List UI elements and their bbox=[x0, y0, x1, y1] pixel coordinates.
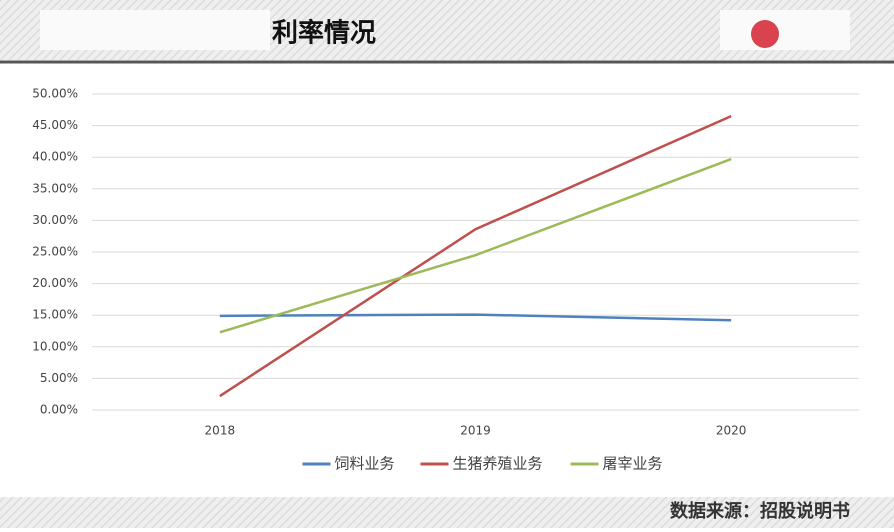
legend-label: 生猪养殖业务 bbox=[453, 455, 543, 473]
x-tick-label: 2018 bbox=[205, 424, 236, 438]
y-tick-label: 25.00% bbox=[32, 245, 78, 259]
y-tick-label: 40.00% bbox=[32, 150, 78, 164]
x-tick-label: 2019 bbox=[460, 424, 491, 438]
source-note: 数据来源：招股说明书 bbox=[670, 500, 850, 522]
header-panel bbox=[720, 10, 850, 50]
series-line bbox=[219, 313, 732, 322]
y-tick-label: 10.00% bbox=[32, 339, 78, 353]
footer-band bbox=[0, 497, 894, 528]
chart-title: 利率情况 bbox=[272, 18, 376, 49]
y-tick-label: 0.00% bbox=[40, 403, 78, 417]
y-tick-label: 5.00% bbox=[40, 371, 78, 385]
header-panel bbox=[40, 10, 270, 50]
y-tick-label: 45.00% bbox=[32, 118, 78, 132]
y-tick-label: 20.00% bbox=[32, 276, 78, 290]
header-icon bbox=[751, 20, 779, 48]
y-tick-label: 35.00% bbox=[32, 181, 78, 195]
x-tick-label: 2020 bbox=[716, 424, 747, 438]
y-tick-label: 50.00% bbox=[32, 87, 78, 101]
y-tick-label: 30.00% bbox=[32, 213, 78, 227]
series-line bbox=[219, 157, 732, 334]
y-tick-label: 15.00% bbox=[32, 308, 78, 322]
legend-label: 饲料业务 bbox=[335, 455, 395, 473]
legend-label: 屠宰业务 bbox=[603, 455, 663, 473]
series-line bbox=[219, 114, 732, 398]
